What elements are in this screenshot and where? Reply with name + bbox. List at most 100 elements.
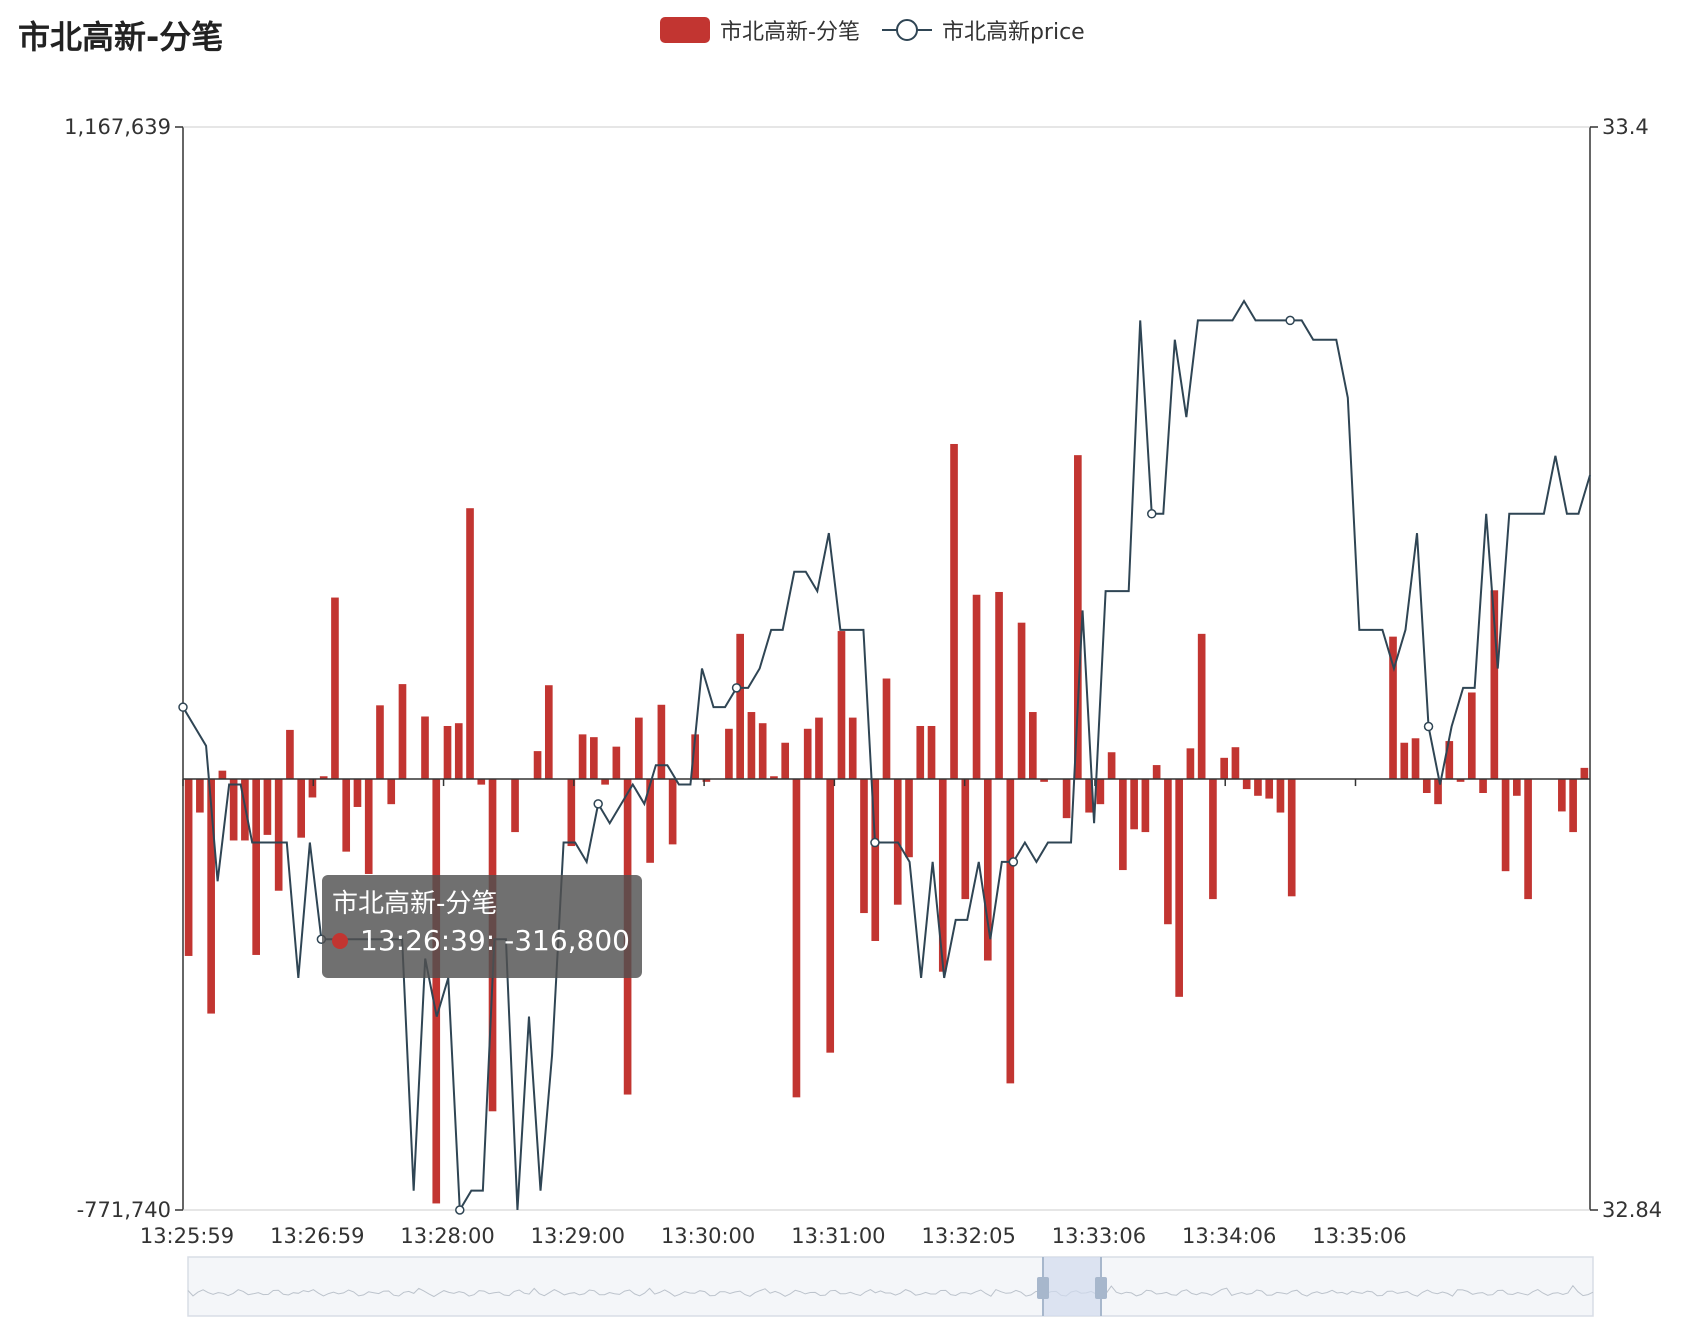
bar bbox=[263, 779, 272, 835]
bar bbox=[668, 779, 677, 845]
bar bbox=[871, 779, 880, 941]
bar bbox=[1006, 779, 1015, 1084]
bar bbox=[972, 594, 981, 780]
bar bbox=[1411, 738, 1420, 780]
bar bbox=[1040, 779, 1048, 782]
bar bbox=[511, 779, 519, 833]
bar bbox=[781, 742, 790, 780]
tooltip-value: 13:26:39: -316,800 bbox=[360, 924, 630, 957]
tooltip-series-dot bbox=[332, 933, 348, 949]
bar bbox=[443, 725, 452, 780]
bar bbox=[657, 704, 666, 780]
y-right-tick-label: 33.4 bbox=[1602, 115, 1649, 139]
bar bbox=[612, 746, 621, 780]
bar bbox=[252, 779, 260, 955]
bar bbox=[308, 779, 317, 798]
bar bbox=[1501, 779, 1510, 872]
bar bbox=[826, 779, 835, 1053]
legend-item-line[interactable]: 市北高新price bbox=[881, 14, 1085, 46]
bar bbox=[1119, 779, 1127, 871]
bar bbox=[1422, 779, 1431, 793]
x-tick-label: 13:25:59 bbox=[140, 1224, 234, 1248]
x-tick-label: 13:31:00 bbox=[791, 1224, 885, 1248]
bar bbox=[466, 508, 474, 780]
legend-bar-label: 市北高新-分笔 bbox=[720, 20, 860, 45]
bar bbox=[319, 776, 328, 780]
bar bbox=[1558, 779, 1566, 812]
bar bbox=[544, 685, 553, 780]
bar bbox=[1209, 779, 1217, 900]
legend-item-bar[interactable]: 市北高新-分笔 bbox=[660, 14, 860, 46]
bar bbox=[1287, 779, 1296, 897]
bar bbox=[432, 779, 441, 1204]
bar bbox=[387, 779, 396, 805]
bar bbox=[803, 728, 812, 780]
bar bbox=[207, 779, 215, 1014]
tooltip: 市北高新-分笔 13:26:39: -316,800 bbox=[322, 875, 642, 978]
bar bbox=[758, 723, 767, 780]
x-tick-label: 13:26:59 bbox=[270, 1224, 364, 1248]
bar bbox=[578, 734, 587, 780]
bar bbox=[1276, 779, 1285, 813]
bar bbox=[196, 779, 204, 813]
bar bbox=[1389, 636, 1397, 780]
bar bbox=[927, 725, 936, 780]
slider-grip-left bbox=[1037, 1277, 1049, 1299]
bar bbox=[646, 779, 654, 863]
bar bbox=[1434, 779, 1442, 805]
price-point bbox=[1147, 509, 1157, 519]
price-line bbox=[182, 299, 1591, 1214]
bar bbox=[364, 779, 373, 874]
bar bbox=[702, 779, 711, 782]
tooltip-row: 13:26:39: -316,800 bbox=[332, 921, 632, 961]
bar bbox=[590, 737, 598, 780]
chart-title: 市北高新-分笔 bbox=[18, 18, 224, 56]
tooltip-title: 市北高新-分笔 bbox=[332, 889, 498, 919]
bar bbox=[184, 779, 193, 956]
bar bbox=[860, 779, 868, 914]
slider-grip-right bbox=[1095, 1277, 1107, 1299]
bar bbox=[1569, 779, 1577, 833]
x-tick-label: 13:32:05 bbox=[922, 1224, 1016, 1248]
price-point bbox=[1008, 857, 1019, 867]
bar bbox=[1062, 779, 1071, 819]
x-tick-label: 13:34:06 bbox=[1182, 1224, 1276, 1248]
bar bbox=[376, 705, 384, 780]
bar bbox=[1456, 779, 1465, 782]
bar bbox=[1085, 779, 1093, 813]
bar bbox=[792, 779, 801, 1098]
slider-sparkline bbox=[187, 1284, 1594, 1298]
axes-layer: 1,167,639 -771,740 33.4 32.84 13:25:59 13:26:… bbox=[64, 115, 1662, 1248]
bar bbox=[421, 716, 429, 780]
price-point bbox=[178, 702, 188, 712]
bar bbox=[691, 734, 699, 780]
bar bbox=[1580, 767, 1589, 780]
bar bbox=[1513, 779, 1521, 796]
x-tick-label: 13:28:00 bbox=[400, 1224, 494, 1248]
bar bbox=[950, 443, 958, 780]
bar bbox=[1074, 455, 1082, 780]
price-point bbox=[1285, 315, 1295, 326]
bar bbox=[882, 678, 891, 780]
bar bbox=[218, 770, 227, 780]
bar bbox=[983, 779, 992, 961]
x-tick-label: 13:33:06 bbox=[1052, 1224, 1146, 1248]
bar bbox=[1175, 779, 1183, 997]
bar bbox=[1017, 622, 1026, 780]
bar bbox=[1265, 779, 1274, 799]
legend: 市北高新-分笔 市北高新price bbox=[660, 12, 1107, 48]
bar bbox=[736, 633, 744, 780]
price-point bbox=[731, 683, 742, 693]
bar bbox=[286, 729, 294, 780]
bar bbox=[1186, 748, 1195, 780]
legend-line-swatch bbox=[881, 19, 932, 41]
data-zoom-slider[interactable] bbox=[187, 1256, 1594, 1317]
bar bbox=[961, 779, 970, 900]
price-point bbox=[1423, 721, 1434, 732]
bar bbox=[477, 779, 486, 785]
bar bbox=[770, 776, 778, 780]
slider-window bbox=[1043, 1257, 1101, 1316]
x-tick-label: 13:29:00 bbox=[531, 1224, 625, 1248]
bar bbox=[725, 728, 733, 780]
